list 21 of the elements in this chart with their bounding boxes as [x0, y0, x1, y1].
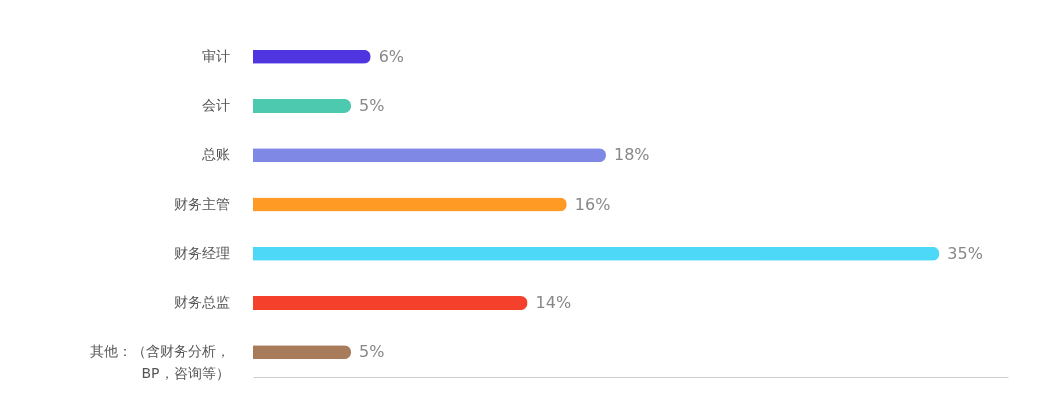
bar	[253, 345, 352, 360]
data-label: 5%	[359, 342, 385, 362]
y-tick-label: 财务总监	[173, 294, 230, 311]
bar	[253, 49, 371, 64]
data-label: 16%	[574, 194, 611, 214]
bar	[253, 197, 567, 212]
bar	[253, 246, 940, 261]
data-label: 6%	[378, 46, 405, 66]
data-label: 5%	[359, 95, 385, 115]
y-tick-label: 财务经理	[173, 244, 230, 261]
data-label: 14%	[535, 293, 572, 313]
bar	[253, 148, 606, 163]
y-tick-label: 会计	[201, 96, 230, 113]
data-label: 35%	[947, 243, 983, 263]
data-label: 18%	[613, 145, 650, 165]
y-tick-label: 审计	[201, 47, 230, 64]
bar	[253, 98, 352, 113]
y-tick-label: 总账	[200, 146, 230, 163]
y-tick-label: 财务主管	[173, 195, 230, 212]
y-tick-label: 其他：（含财务分析， BP，咨询等）	[89, 343, 230, 382]
bar	[253, 296, 528, 311]
